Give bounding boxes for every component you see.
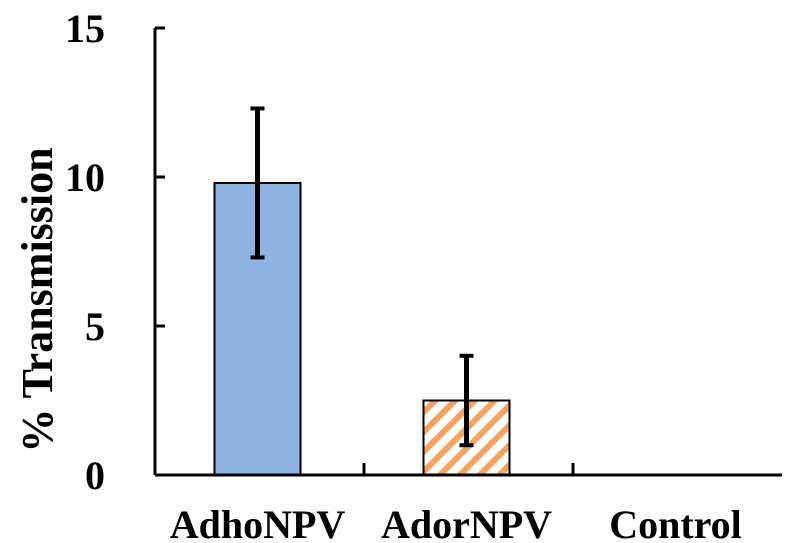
y-tick-label: 10	[65, 155, 105, 200]
x-category-label: AdhoNPV	[170, 502, 346, 543]
y-tick-label: 0	[85, 453, 105, 498]
y-tick-label: 5	[85, 304, 105, 349]
x-category-label: Control	[609, 502, 742, 543]
y-axis-title: % Transmission	[13, 147, 62, 452]
x-category-label: AdorNPV	[381, 502, 552, 543]
y-tick-label: 15	[65, 6, 105, 51]
